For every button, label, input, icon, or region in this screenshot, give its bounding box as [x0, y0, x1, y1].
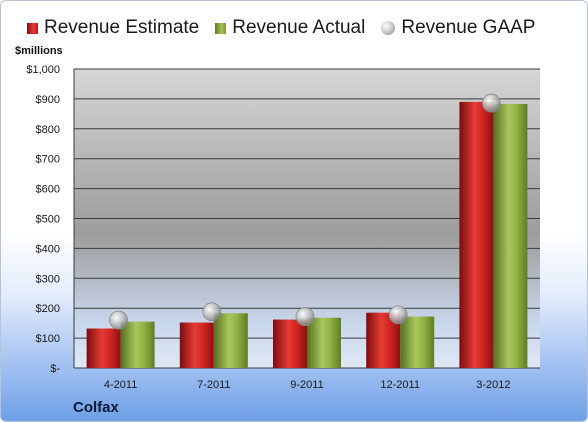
bar-revenue-actual	[120, 321, 155, 368]
y-tick-label: $800	[36, 124, 60, 136]
legend-swatch-estimate	[27, 22, 38, 34]
marker-revenue-gaap	[388, 305, 408, 325]
marker-revenue-gaap	[109, 310, 128, 330]
y-tick-label: $700	[36, 154, 60, 166]
bar-revenue-estimate	[179, 322, 214, 368]
legend-swatch-actual	[215, 22, 227, 34]
bar-revenue-actual	[213, 313, 248, 368]
y-tick-label: $500	[36, 214, 60, 226]
y-axis-unit-label: $millions	[15, 45, 63, 57]
y-tick-label: $600	[36, 184, 60, 196]
y-tick-label: $200	[36, 303, 60, 315]
bar-revenue-actual	[400, 316, 435, 368]
y-tick-label: $1,000	[26, 64, 60, 76]
bar-revenue-actual	[493, 103, 528, 368]
marker-revenue-gaap	[295, 307, 315, 326]
x-tick-label: 7-2011	[197, 379, 230, 391]
legend-item-estimate: Revenue Estimate	[27, 17, 199, 39]
legend-item-actual: Revenue Actual	[215, 17, 365, 39]
x-tick-label: 12-2011	[380, 379, 420, 391]
legend-label-estimate: Revenue Estimate	[44, 17, 200, 38]
x-tick-label: 4-2011	[104, 379, 137, 391]
bar-revenue-actual	[307, 317, 341, 368]
y-tick-label: $900	[36, 94, 60, 106]
x-axis-ticks: 4-2011 7-2011 9-2011 12-2011 3-2012	[104, 379, 511, 391]
y-axis-ticks: $- $100 $200 $300 $400 $500 $600 $700 $800 $900 $1…	[26, 64, 60, 375]
legend: Revenue Estimate Revenue Actual Revenue …	[27, 17, 551, 39]
y-tick-label: $-	[50, 363, 60, 375]
bar-revenue-estimate	[459, 101, 494, 368]
y-tick-label: $100	[36, 333, 60, 345]
marker-revenue-gaap	[202, 302, 222, 322]
x-tick-label: 3-2012	[476, 379, 510, 391]
y-tick-label: $400	[36, 243, 60, 255]
gaap-markers	[109, 93, 501, 330]
marker-revenue-gaap	[481, 93, 501, 113]
legend-label-actual: Revenue Actual	[232, 17, 366, 38]
bar-revenue-estimate	[273, 319, 307, 368]
legend-label-gaap: Revenue GAAP	[401, 17, 536, 38]
legend-swatch-gaap	[381, 21, 396, 35]
company-name: Colfax	[73, 399, 119, 416]
y-tick-label: $300	[36, 273, 60, 285]
bar-revenue-estimate	[86, 328, 121, 368]
bars	[86, 101, 528, 368]
x-tick-label: 9-2011	[290, 379, 323, 391]
legend-item-gaap: Revenue GAAP	[381, 17, 535, 39]
